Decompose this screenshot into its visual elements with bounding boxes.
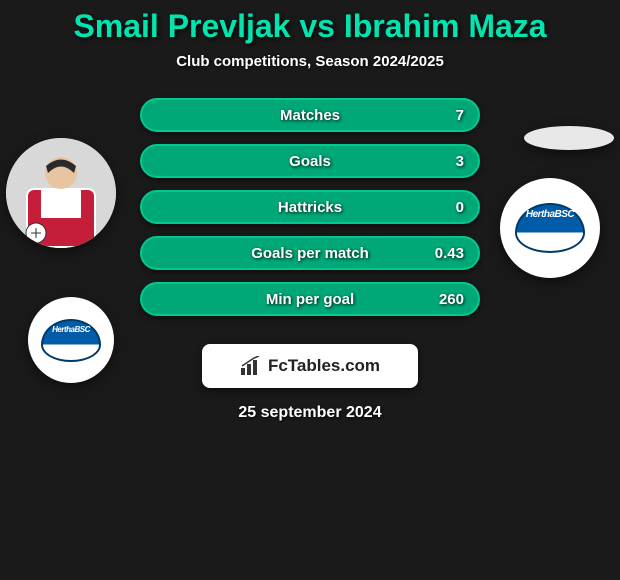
stat-bar-hattricks: Hattricks 0 (140, 190, 480, 224)
player1-photo-icon (6, 138, 116, 248)
player1-name: Smail Prevljak (73, 8, 290, 44)
fctables-text: FcTables.com (268, 356, 380, 376)
season-subtitle: Club competitions, Season 2024/2025 (0, 53, 620, 70)
player1-avatar (6, 138, 116, 248)
comparison-title: Smail Prevljak vs Ibrahim Maza (0, 8, 620, 45)
stat-bar-gpm: Goals per match 0.43 (140, 236, 480, 270)
stats-container: Matches 7 Goals 3 Hattricks 0 Goals per … (140, 98, 480, 316)
stat-label: Goals (289, 153, 331, 170)
stat-label: Goals per match (251, 245, 369, 262)
player2-avatar (524, 126, 614, 150)
stat-bar-mpg: Min per goal 260 (140, 282, 480, 316)
hertha-logo-icon: HerthaBSC (41, 319, 101, 362)
stat-value: 7 (456, 107, 464, 124)
stat-bar-goals: Goals 3 (140, 144, 480, 178)
stat-bar-matches: Matches 7 (140, 98, 480, 132)
fctables-badge: FcTables.com (202, 344, 418, 388)
stat-label: Matches (280, 107, 340, 124)
player1-club-badge: HerthaBSC (28, 297, 114, 383)
stat-value: 3 (456, 153, 464, 170)
player2-club-badge: HerthaBSC (500, 178, 600, 278)
chart-icon (240, 356, 262, 376)
stat-value: 0 (456, 199, 464, 216)
stat-label: Hattricks (278, 199, 342, 216)
hertha-logo-text: HerthaBSC (526, 209, 574, 220)
stat-value: 0.43 (435, 245, 464, 262)
player2-name: Ibrahim Maza (344, 8, 547, 44)
stat-label: Min per goal (266, 291, 354, 308)
stat-value: 260 (439, 291, 464, 308)
hertha-logo-icon: HerthaBSC (515, 203, 585, 253)
hertha-logo-text: HerthaBSC (52, 325, 90, 334)
comparison-card: Smail Prevljak vs Ibrahim Maza Club comp… (0, 0, 620, 580)
date-label: 25 september 2024 (0, 404, 620, 422)
vs-separator: vs (299, 8, 335, 44)
